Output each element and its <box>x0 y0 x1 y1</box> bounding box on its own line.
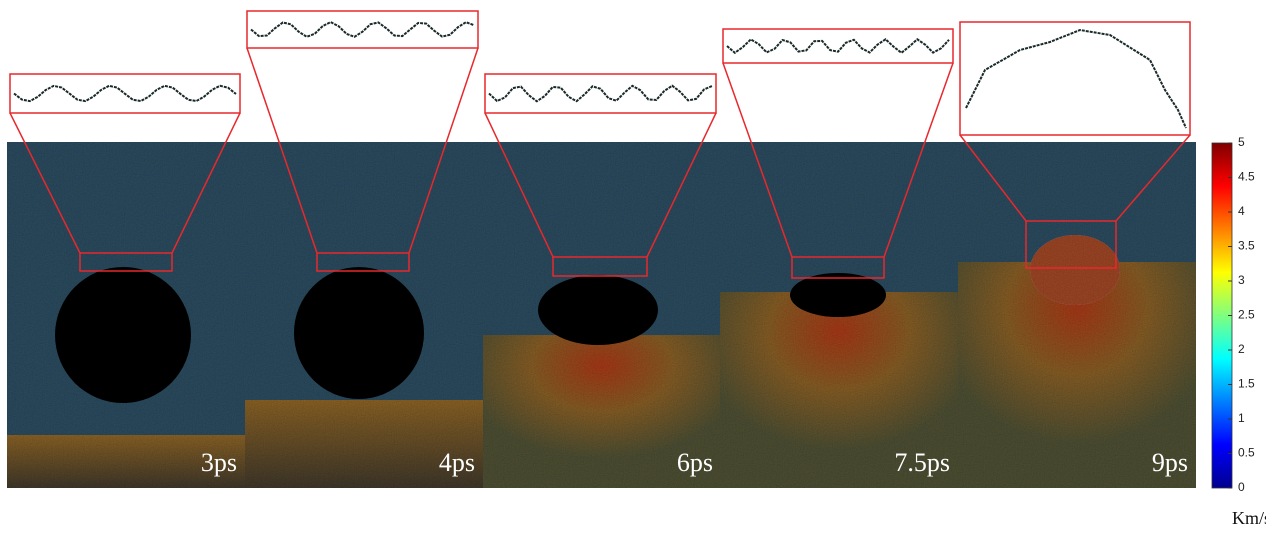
inset-box <box>9 73 241 114</box>
colorbar-tick-label: 0 <box>1238 480 1245 494</box>
inset-box <box>484 73 717 114</box>
colorbar-tick-label: 4 <box>1238 204 1245 218</box>
inset-box <box>246 10 479 49</box>
colorbar-tick-label: 1.5 <box>1238 377 1255 391</box>
shocked-region <box>7 435 245 488</box>
colorbar-tick-label: 3 <box>1238 273 1245 287</box>
zoom-region <box>791 256 885 279</box>
zoom-region <box>1025 220 1117 269</box>
molecule-chain <box>13 84 237 103</box>
zoom-line <box>484 112 554 258</box>
zoom-line <box>171 112 241 254</box>
colorbar-tick-label: 3.5 <box>1238 239 1255 253</box>
void <box>55 267 191 403</box>
zoom-line <box>959 134 1027 222</box>
shocked-region <box>245 400 483 488</box>
shocked-region <box>720 292 958 488</box>
void <box>294 267 424 399</box>
colorbar-unit: Km/s <box>1232 508 1266 528</box>
colorbar-tick-label: 4.5 <box>1238 170 1255 184</box>
time-label: 3ps <box>201 448 237 477</box>
void <box>790 273 886 317</box>
zoom-line <box>722 62 793 258</box>
zoom-line <box>1115 134 1191 222</box>
snapshots: 3ps 4ps 6ps 7.5ps 9ps <box>7 10 1196 488</box>
molecule-chain <box>488 84 713 103</box>
colorbar-tick-label: 1 <box>1238 411 1245 425</box>
colorbar-tick-label: 0.5 <box>1238 446 1255 460</box>
zoom-line <box>408 47 479 254</box>
inset-box <box>722 28 954 64</box>
molecule-chain <box>965 28 1187 129</box>
time-label: 4ps <box>439 448 475 477</box>
zoom-region <box>316 252 410 272</box>
shocked-region <box>483 335 721 488</box>
molecule-chain <box>250 20 475 38</box>
void <box>538 275 658 345</box>
zoom-line <box>9 112 81 254</box>
zoom-line <box>246 47 318 254</box>
zoom-line <box>646 112 717 258</box>
molecule-chain <box>726 38 950 55</box>
time-label: 9ps <box>1152 448 1188 477</box>
colorbar-tick-label: 5 <box>1238 135 1245 149</box>
time-label: 7.5ps <box>894 448 950 477</box>
time-label: 6ps <box>677 448 713 477</box>
colorbar-tick-label: 2.5 <box>1238 308 1255 322</box>
zoom-line <box>883 62 954 258</box>
colorbar-tick-label: 2 <box>1238 342 1245 356</box>
inset-box <box>959 21 1191 136</box>
colorbar: Km/s 0 0.5 1 1.5 2 2.5 3 3.5 4 4.5 5 <box>1211 135 1266 528</box>
collapse-plume <box>1030 235 1120 305</box>
zoom-region <box>79 252 173 272</box>
zoom-region <box>552 256 648 277</box>
